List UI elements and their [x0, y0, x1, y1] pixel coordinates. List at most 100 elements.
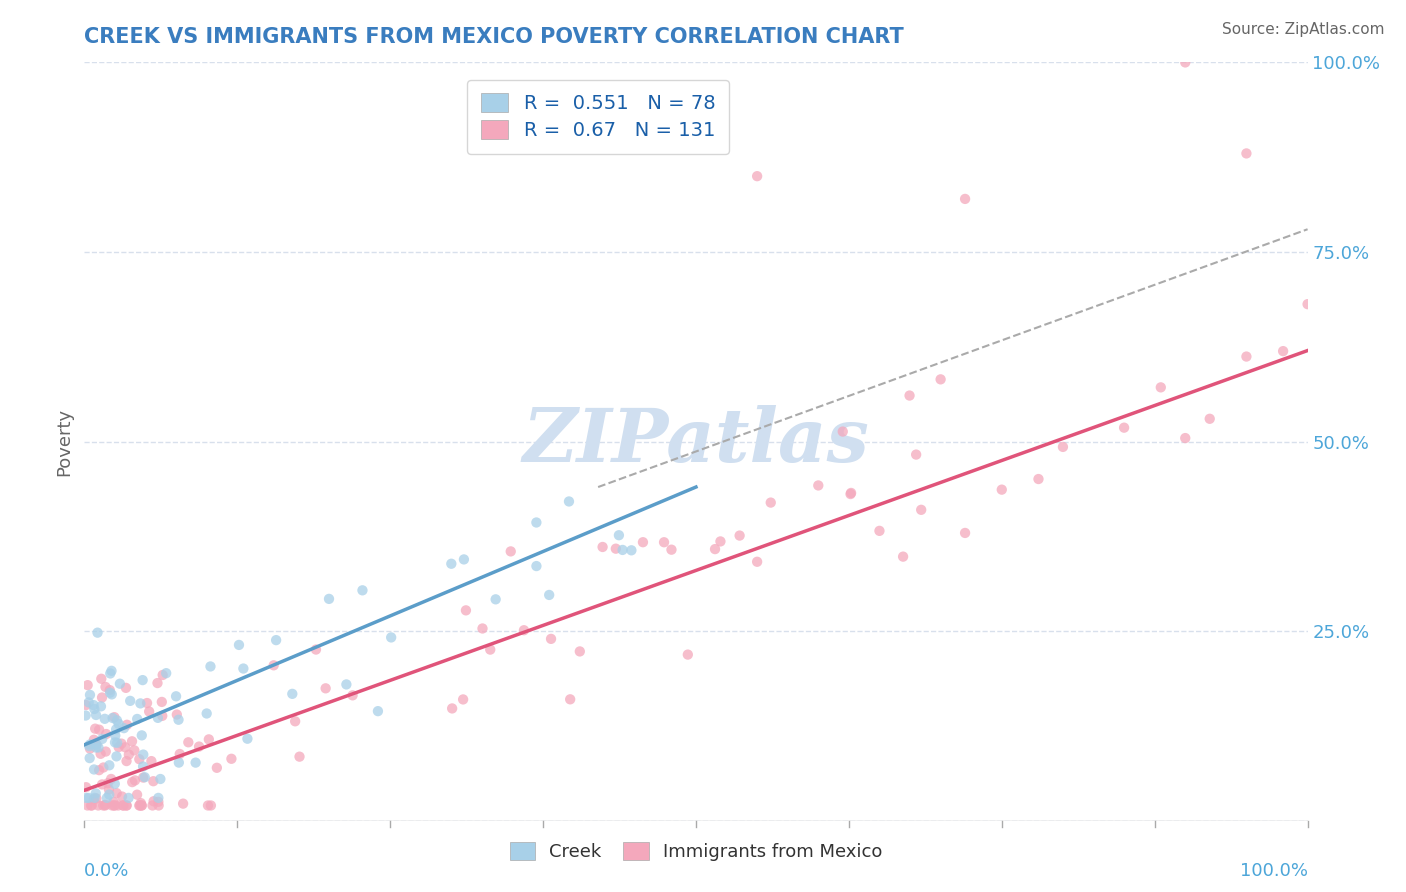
Point	[367, 704, 389, 718]
Point	[111, 789, 134, 804]
Point	[141, 798, 163, 813]
Point	[115, 681, 138, 695]
Point	[94, 712, 117, 726]
Point	[198, 732, 221, 747]
Point	[221, 752, 243, 766]
Point	[1052, 440, 1074, 454]
Point	[86, 738, 108, 752]
Point	[129, 796, 152, 810]
Point	[652, 535, 675, 549]
Point	[148, 791, 170, 805]
Point	[100, 772, 122, 786]
Point	[560, 692, 582, 706]
Point	[1272, 344, 1295, 359]
Legend: Creek, Immigrants from Mexico: Creek, Immigrants from Mexico	[502, 835, 890, 869]
Point	[146, 711, 169, 725]
Point	[98, 758, 121, 772]
Point	[471, 622, 494, 636]
Point	[898, 388, 921, 402]
Point	[107, 717, 129, 731]
Point	[103, 710, 125, 724]
Point	[263, 658, 285, 673]
Point	[1028, 472, 1050, 486]
Text: Source: ZipAtlas.com: Source: ZipAtlas.com	[1222, 22, 1385, 37]
Point	[264, 633, 287, 648]
Point	[83, 732, 105, 747]
Point	[98, 666, 121, 681]
Point	[118, 747, 141, 762]
Point	[929, 372, 952, 386]
Point	[953, 192, 976, 206]
Point	[128, 752, 150, 766]
Point	[128, 798, 150, 813]
Point	[568, 644, 591, 658]
Point	[87, 763, 110, 777]
Point	[91, 777, 114, 791]
Point	[79, 741, 101, 756]
Point	[91, 731, 114, 746]
Point	[104, 729, 127, 743]
Point	[84, 740, 107, 755]
Point	[96, 791, 118, 805]
Point	[96, 727, 118, 741]
Point	[172, 797, 194, 811]
Point	[440, 557, 463, 571]
Point	[1236, 146, 1258, 161]
Point	[1236, 350, 1258, 364]
Point	[991, 483, 1014, 497]
Point	[631, 535, 654, 549]
Point	[479, 642, 502, 657]
Point	[205, 761, 228, 775]
Point	[120, 694, 142, 708]
Y-axis label: Poverty: Poverty	[55, 408, 73, 475]
Point	[97, 782, 120, 797]
Point	[94, 798, 117, 813]
Point	[620, 543, 643, 558]
Point	[86, 738, 108, 752]
Point	[195, 706, 218, 721]
Point	[513, 624, 536, 638]
Point	[112, 798, 135, 813]
Point	[124, 773, 146, 788]
Point	[107, 740, 129, 755]
Point	[138, 705, 160, 719]
Point	[98, 683, 121, 698]
Point	[105, 723, 128, 737]
Point	[121, 734, 143, 748]
Point	[93, 760, 115, 774]
Point	[747, 555, 769, 569]
Point	[558, 494, 581, 508]
Point	[451, 692, 474, 706]
Point	[131, 728, 153, 742]
Point	[905, 448, 928, 462]
Point	[104, 777, 127, 791]
Point	[101, 711, 124, 725]
Point	[167, 713, 190, 727]
Point	[115, 798, 138, 813]
Point	[104, 735, 127, 749]
Point	[499, 544, 522, 558]
Point	[83, 702, 105, 716]
Point	[149, 772, 172, 786]
Point	[105, 736, 128, 750]
Point	[117, 791, 139, 805]
Point	[134, 770, 156, 784]
Point	[538, 588, 561, 602]
Point	[76, 678, 98, 692]
Point	[1150, 380, 1173, 394]
Point	[94, 680, 117, 694]
Point	[232, 661, 254, 675]
Point	[891, 549, 914, 564]
Point	[150, 709, 173, 723]
Point	[121, 775, 143, 789]
Point	[108, 676, 131, 690]
Point	[200, 798, 222, 813]
Point	[676, 648, 699, 662]
Point	[83, 763, 105, 777]
Point	[148, 798, 170, 813]
Point	[284, 714, 307, 729]
Point	[831, 425, 853, 439]
Point	[114, 740, 136, 755]
Point	[661, 542, 683, 557]
Point	[97, 776, 120, 790]
